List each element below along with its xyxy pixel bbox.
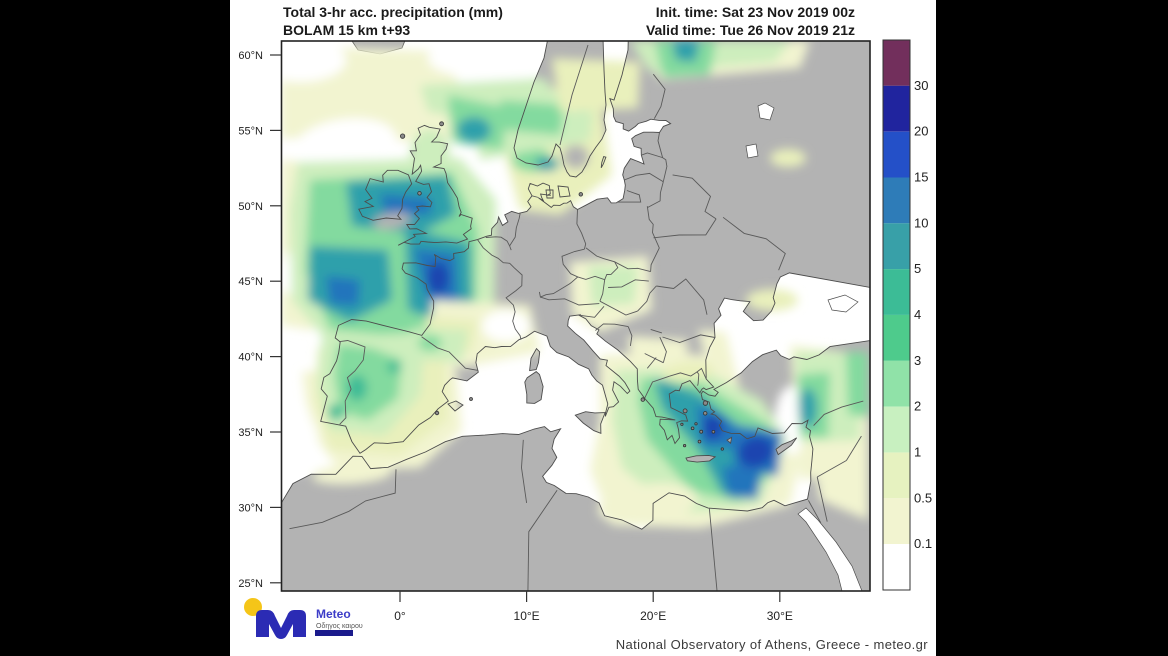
svg-text:40°N: 40°N bbox=[238, 352, 263, 364]
svg-text:25°N: 25°N bbox=[238, 578, 263, 590]
svg-text:Oδηγος καιρου: Oδηγος καιρου bbox=[316, 623, 363, 630]
svg-text:0°: 0° bbox=[394, 609, 406, 623]
svg-text:10°E: 10°E bbox=[514, 609, 540, 623]
svg-text:60°N: 60°N bbox=[238, 50, 263, 62]
svg-text:15: 15 bbox=[914, 170, 928, 185]
svg-text:4: 4 bbox=[914, 307, 921, 322]
svg-text:30°N: 30°N bbox=[238, 502, 263, 514]
svg-text:BOLAM 15 km t+93: BOLAM 15 km t+93 bbox=[283, 22, 410, 38]
svg-text:5: 5 bbox=[914, 261, 921, 276]
svg-text:0.5: 0.5 bbox=[914, 490, 932, 505]
svg-text:Meteo: Meteo bbox=[316, 607, 351, 621]
svg-text:30: 30 bbox=[914, 78, 928, 93]
svg-text:1: 1 bbox=[914, 445, 921, 460]
svg-text:55°N: 55°N bbox=[238, 125, 263, 137]
svg-text:3: 3 bbox=[914, 353, 921, 368]
svg-text:0.1: 0.1 bbox=[914, 536, 932, 551]
svg-text:Valid time: Tue 26 Nov 2019 21: Valid time: Tue 26 Nov 2019 21z bbox=[646, 22, 855, 38]
svg-text:10: 10 bbox=[914, 215, 928, 230]
svg-text:35°N: 35°N bbox=[238, 427, 263, 439]
svg-text:Init. time: Sat 23 Nov 2019 00: Init. time: Sat 23 Nov 2019 00z bbox=[656, 4, 855, 20]
svg-text:Total 3-hr acc. precipitation: Total 3-hr acc. precipitation (mm) bbox=[283, 4, 503, 20]
svg-text:50°N: 50°N bbox=[238, 201, 263, 213]
svg-text:20°E: 20°E bbox=[640, 609, 666, 623]
svg-text:45°N: 45°N bbox=[238, 276, 263, 288]
svg-text:2: 2 bbox=[914, 399, 921, 414]
svg-text:20: 20 bbox=[914, 124, 928, 139]
svg-text:National Observatory of Athens: National Observatory of Athens, Greece -… bbox=[616, 637, 929, 652]
svg-text:30°E: 30°E bbox=[767, 609, 793, 623]
